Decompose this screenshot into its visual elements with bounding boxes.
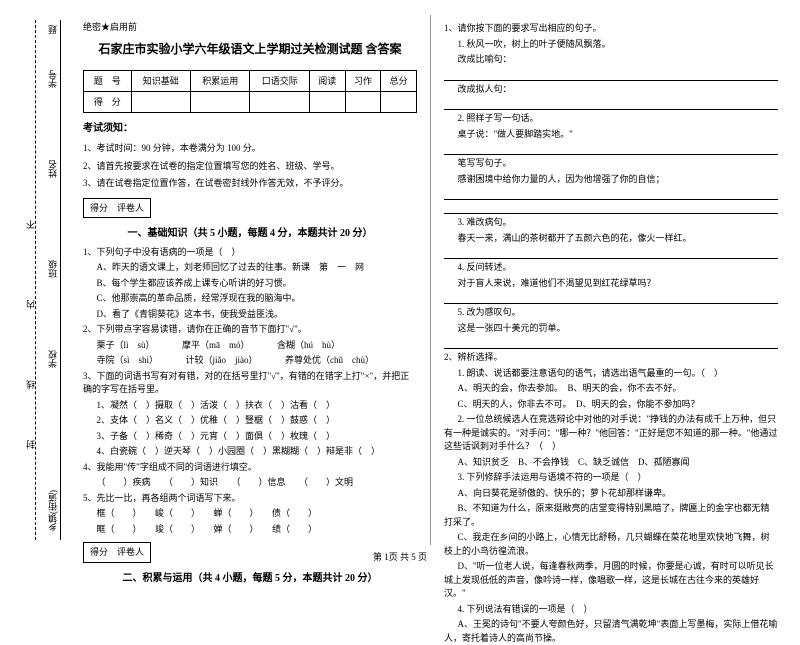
- th: 总分: [381, 70, 417, 91]
- section2-title: 二、积累与运用（共 4 小题，每题 5 分，本题共计 20 分）: [83, 571, 417, 587]
- th: 题 号: [84, 70, 132, 91]
- row-label: 得 分: [84, 91, 132, 112]
- q3-line: 3、子备（ ）稀奇（ ）元宵（ ）面俱（ ）枚瑰（ ）: [83, 430, 417, 444]
- r2-item: B、不知道为什么，原来挺敞亮的店堂变得特别黑暗了，牌匾上的金字也都无精打采了。: [444, 502, 778, 529]
- blank: [444, 69, 778, 81]
- blank: [444, 188, 778, 200]
- side-label: 学号: [46, 70, 59, 88]
- r2-item: 2. 一位总统候选人在竞选辩论中对他的对手说："挣钱的办法有成千上万种，但只有一…: [444, 413, 778, 454]
- q5-stem: 5、先比一比，再各组两个词语写下来。: [83, 492, 417, 506]
- r1-stem: 1、请你按下面的要求写出相应的句子。: [444, 22, 778, 36]
- q2-item: 栗子（lì sù）: [83, 339, 155, 353]
- q1-opt: B、每个学生都应该养成上课专心听讲的好习惯。: [83, 277, 417, 291]
- r2-stem: 2、辨析选择。: [444, 351, 778, 365]
- notice: 2、请首先按要求在试卷的指定位置填写您的姓名、班级、学号。: [83, 159, 417, 173]
- side-label: 内: [24, 300, 37, 309]
- left-column: 绝密★启用前 石家庄市实验小学六年级语文上学期过关检测试题 含答案 题 号 知识…: [75, 15, 425, 545]
- notice: 3、请在试卷指定位置作答，在试卷密封线外作答无效，不予评分。: [83, 176, 417, 190]
- q5-pair: 框（ ） 峻（ ） 蝉（ ） 债（ ）: [83, 507, 417, 521]
- th: 口语交际: [250, 70, 309, 91]
- r2-item: 4. 下列说法有错误的一项是（ ）: [444, 603, 778, 617]
- q1-opt: C、他那崇高的革命品质，经常浮现在我的脑海中。: [83, 292, 417, 306]
- page-content: 绝密★启用前 石家庄市实验小学六年级语文上学期过关检测试题 含答案 题 号 知识…: [75, 15, 790, 545]
- side-label: 题: [46, 25, 59, 34]
- r1-sub: 对于盲人来说，难道他们不渴望见到红花绿草吗？: [444, 277, 778, 291]
- r1-sub: 感谢困境中给你力量的人，因为他增强了你的自信；: [444, 173, 778, 187]
- th: 阅读: [309, 70, 345, 91]
- side-label: 学校: [46, 350, 59, 368]
- q2-item: 计较（jiǎo jiào）: [172, 354, 258, 368]
- q5-pair: 眶（ ） 竣（ ） 婵（ ） 绩（ ）: [83, 523, 417, 537]
- q2-item: 含糊（hú hù）: [264, 339, 341, 353]
- q2-item: 养尊处优（chǔ chù）: [272, 354, 375, 368]
- r2-item: 3. 下列修辞手法运用与语境不符的一项是（ ）: [444, 471, 778, 485]
- blank: [444, 337, 778, 349]
- q4-line: （ ）疾病 （ ）知识 （ ）信息 （ ）文明: [83, 476, 417, 490]
- r1-sub: 春天一来，满山的茶树都开了五颜六色的花，像火一样红。: [444, 232, 778, 246]
- side-label: 姓名: [46, 160, 59, 178]
- q1-opt: A、昨天的语文课上，刘老师回忆了过去的往事。新课 第 一 网: [83, 261, 417, 275]
- side-label: 乡镇(街道): [46, 490, 59, 532]
- r2-item: A、王冕的诗句"不要人夸颜色好，只留清气满乾坤"表面上写墨梅，实际上借花喻人，寄…: [444, 618, 778, 645]
- r2-item: A、明天的会，你去参加。 B、明天的会，你不去不好。: [444, 382, 778, 396]
- r1-sub: 改成比喻句：: [444, 53, 778, 67]
- page-footer: 第 1页 共 5 页: [0, 550, 800, 563]
- scorer-box: 得分 评卷人: [83, 198, 151, 218]
- r1-item: 4. 反问转述。: [444, 261, 778, 275]
- side-label: 线: [24, 380, 37, 389]
- r1-item: 1. 秋风一吹，树上的叶子便随风飘落。: [444, 38, 778, 52]
- notice: 1、考试时间：90 分钟，本卷满分为 100 分。: [83, 141, 417, 155]
- blank: [444, 247, 778, 259]
- q3-line: 2、支体（ ）名义（ ）优稚（ ）豎椐（ ）鼓惑（ ）: [83, 414, 417, 428]
- r2-item: C、明天的人，你非去不可。 D、明天的会，你能不参加吗？: [444, 398, 778, 412]
- r1-sub: 笔写写句子。: [444, 157, 778, 171]
- side-label: 不: [24, 220, 37, 229]
- q1-opt: D、看了《青铜葵花》这本书，使我受益匪浅。: [83, 308, 417, 322]
- secret-label: 绝密★启用前: [83, 20, 417, 34]
- q2-item: 摩平（mā mó）: [169, 339, 250, 353]
- column-divider: [430, 15, 431, 545]
- r2-item: A、向日葵花是骄傲的、快乐的；萝卜花却那样谦卑。: [444, 487, 778, 501]
- r2-item: 1. 朗读、说话都要注意语句的语气，请选出语气最重的一句。（ ）: [444, 367, 778, 381]
- r1-sub: 改成拟人句：: [444, 83, 778, 97]
- right-column: 1、请你按下面的要求写出相应的句子。 1. 秋风一吹，树上的叶子便随风飘落。 改…: [436, 15, 786, 545]
- blank: [444, 292, 778, 304]
- r1-item: 2. 照样子写一句话。: [444, 112, 778, 126]
- q3-line: 1、凝然（ ）摄取（ ）活泼（ ）扶衣（ ）沽看（ ）: [83, 399, 417, 413]
- r1-sub: 桌子说："做人要脚踏实地。": [444, 128, 778, 142]
- q4-stem: 4、我能用"传"字组成不同的词语进行填空。: [83, 461, 417, 475]
- r2-item: A、知识贫乏 B、不会挣钱 C、缺乏诚信 D、孤陋寡闻: [444, 456, 778, 470]
- r1-sub: 这是一张四十美元的罚单。: [444, 322, 778, 336]
- th: 习作: [345, 70, 381, 91]
- side-label: 班级: [46, 260, 59, 278]
- q3-stem: 3、下面的词语书写有对有错，对的在括号里打"√"，有错的在错字上打"×"，并把正…: [83, 370, 417, 397]
- score-table: 题 号 知识基础 积累运用 口语交际 阅读 习作 总分 得 分: [83, 70, 417, 114]
- r2-item: D、"听一位老人说，每逢春秋两季，月圆的时候，你要是心诚，有时可以听见长城上发现…: [444, 560, 778, 601]
- blank: [444, 143, 778, 155]
- r1-item: 3. 难改病句。: [444, 216, 778, 230]
- q3-line: 4、白瓷碗（ ）逆天琴（ ）小园圈（ ）黑糊糊（ ）辩是非（ ）: [83, 445, 417, 459]
- q2-item: 寺院（sì shì）: [83, 354, 158, 368]
- th: 积累运用: [191, 70, 250, 91]
- section1-title: 一、基础知识（共 5 小题，每题 4 分，本题共计 20 分）: [83, 226, 417, 242]
- th: 知识基础: [131, 70, 190, 91]
- blank: [444, 98, 778, 110]
- q1-stem: 1、下列句子中没有语病的一项是（ ）: [83, 246, 417, 260]
- blank: [444, 202, 778, 214]
- notice-title: 考试须知：: [83, 121, 417, 137]
- q2-stem: 2、下列带点字容易读错，请你在正确的音节下面打"√"。: [83, 323, 417, 337]
- r1-item: 5. 改为感叹句。: [444, 306, 778, 320]
- exam-title: 石家庄市实验小学六年级语文上学期过关检测试题 含答案: [83, 40, 417, 59]
- side-label: 封: [24, 440, 37, 449]
- binding-sidebar: 题 学号 姓名 不 班级 内 学校 线 封 乡镇(街道): [0, 0, 70, 565]
